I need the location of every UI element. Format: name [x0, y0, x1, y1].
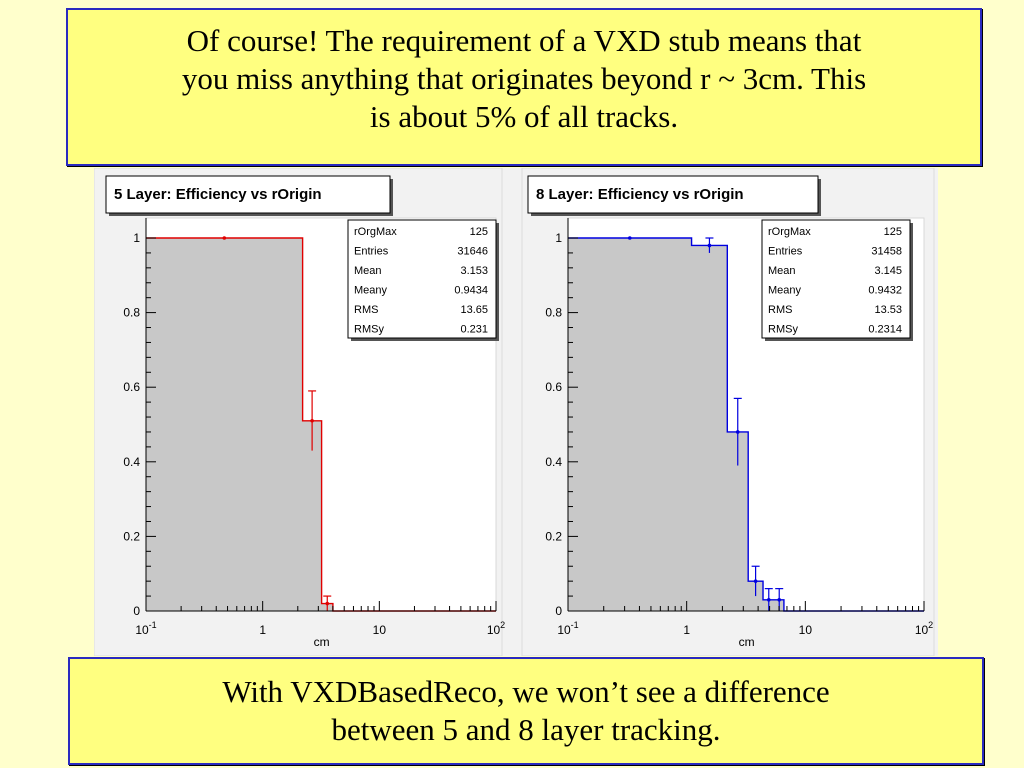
x-tick-label-1: 1: [259, 623, 266, 637]
title-box: [105, 175, 391, 214]
bottom-callout-line-1: With VXDBasedReco, we won’t see a differ…: [222, 674, 830, 709]
stats-value-4: 13.65: [460, 304, 488, 316]
stats-label-2: Mean: [354, 265, 382, 277]
x-tick-label-2: 10: [799, 623, 813, 637]
data-point-2: [735, 430, 740, 434]
y-tick-label-3: 0.6: [123, 380, 140, 394]
top-callout-line-2: you miss anything that originates beyond…: [181, 61, 867, 96]
y-tick-label-3: 0.6: [545, 380, 562, 394]
stats-value-1: 31458: [871, 246, 902, 258]
data-point-0: [627, 236, 632, 240]
stats-label-0: rOrgMax: [354, 226, 397, 238]
data-point-4: [766, 598, 771, 602]
data-point-1: [310, 418, 314, 423]
top-callout-line-1: Of course! The requirement of a VXD stub…: [186, 23, 862, 58]
stats-box: [347, 219, 497, 339]
y-tick-label-1: 0.2: [123, 529, 140, 543]
title-box: [527, 175, 819, 214]
bottom-callout-line-2: between 5 and 8 layer tracking.: [331, 712, 721, 747]
stats-value-1: 31646: [457, 246, 488, 258]
data-point-1: [707, 243, 712, 248]
chart-panel-1: 5 Layer: Efficiency vs rOrigin 0 0.2 0.4 0.6…: [94, 168, 505, 656]
y-tick-label-2: 0.4: [123, 455, 140, 469]
y-tick-label-5: 1: [133, 231, 140, 245]
stats-label-3: Meany: [354, 285, 388, 297]
y-tick-label-2: 0.4: [545, 455, 562, 469]
stats-value-0: 125: [470, 226, 488, 238]
stats-label-5: RMSy: [768, 324, 798, 336]
data-point-0: [222, 236, 227, 240]
x-tick-label-1: 1: [683, 623, 690, 637]
y-tick-label-0: 0: [133, 604, 140, 618]
stats-value-0: 125: [884, 226, 902, 238]
stats-label-4: RMS: [768, 304, 792, 316]
x-tick-label-2: 10: [373, 623, 387, 637]
y-tick-label-1: 0.2: [545, 529, 562, 543]
stats-label-4: RMS: [354, 304, 378, 316]
chart-panel-2: 8 Layer: Efficiency vs rOrigin 0 0.2 0.4 0.6…: [521, 168, 935, 656]
stats-value-5: 0.2314: [868, 324, 902, 336]
bottom-callout: With VXDBasedReco, we won’t see a differ…: [68, 657, 984, 765]
efficiency-charts-svg: 5 Layer: Efficiency vs rOrigin 0 0.2 0.4 0.6…: [94, 168, 935, 656]
data-point-3: [753, 579, 758, 583]
stats-value-2: 3.145: [874, 265, 902, 277]
chart-title: 8 Layer: Efficiency vs rOrigin: [536, 186, 744, 203]
top-callout: Of course! The requirement of a VXD stub…: [66, 8, 982, 166]
stats-value-4: 13.53: [874, 304, 902, 316]
stats-label-1: Entries: [768, 246, 803, 258]
x-tick-label-0: 10-1: [135, 620, 156, 637]
stats-label-0: rOrgMax: [768, 226, 811, 238]
histogram-fill: [568, 238, 924, 611]
stats-label-5: RMSy: [354, 324, 384, 336]
stats-box: [761, 219, 911, 339]
x-axis-label: cm: [314, 635, 330, 649]
chart-title: 5 Layer: Efficiency vs rOrigin: [114, 186, 322, 203]
efficiency-figure: 5 Layer: Efficiency vs rOrigin 0 0.2 0.4 0.6…: [94, 168, 938, 656]
y-tick-label-4: 0.8: [123, 306, 140, 320]
stats-value-3: 0.9432: [868, 285, 902, 297]
x-tick-label-3: 102: [487, 620, 505, 637]
y-tick-label-0: 0: [555, 604, 562, 618]
stats-value-5: 0.231: [460, 324, 488, 336]
stats-value-3: 0.9434: [454, 285, 488, 297]
top-callout-line-3: is about 5% of all tracks.: [369, 99, 679, 134]
x-tick-label-0: 10-1: [557, 620, 578, 637]
stats-label-1: Entries: [354, 246, 389, 258]
data-point-2: [325, 601, 330, 606]
histogram-outline: [568, 237, 924, 612]
stats-label-2: Mean: [768, 265, 796, 277]
stats-value-2: 3.153: [460, 265, 488, 277]
y-tick-label-4: 0.8: [545, 306, 562, 320]
stats-label-3: Meany: [768, 285, 802, 297]
x-tick-label-3: 102: [915, 620, 933, 637]
y-tick-label-5: 1: [555, 231, 562, 245]
data-point-5: [777, 598, 782, 602]
x-axis-label: cm: [739, 635, 755, 649]
